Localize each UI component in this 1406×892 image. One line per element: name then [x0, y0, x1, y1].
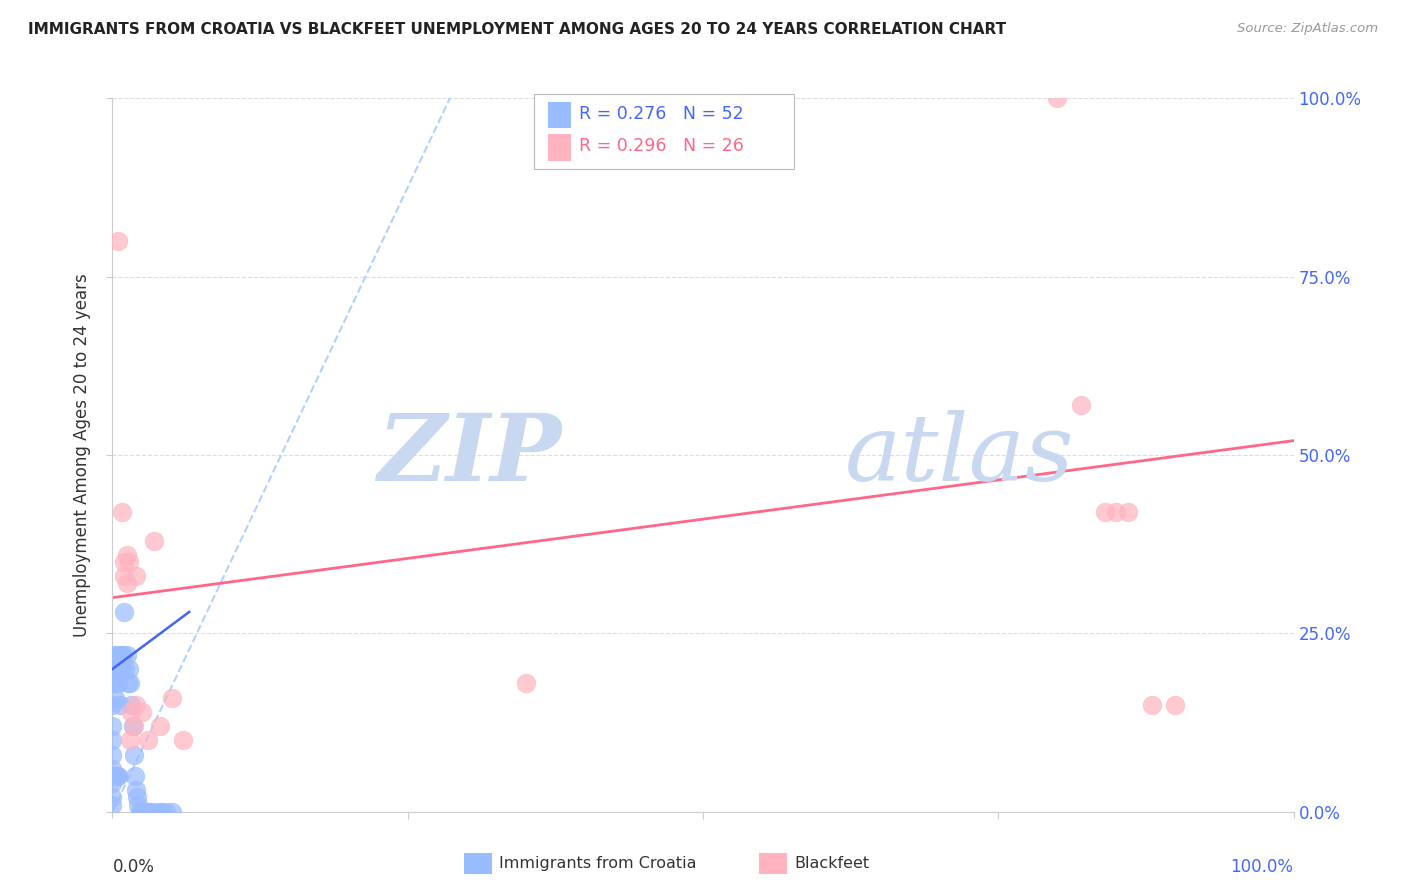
Point: [1105, 505, 1128, 519]
Point: [112, 555, 135, 569]
Point: [1164, 698, 1187, 712]
Point: [101, 776, 124, 790]
Point: [125, 783, 148, 797]
Text: ZIP: ZIP: [377, 410, 561, 500]
Point: [112, 605, 135, 619]
Point: [120, 733, 142, 747]
Point: [129, 805, 152, 819]
Point: [105, 662, 128, 676]
Point: [128, 805, 150, 819]
Point: [112, 648, 135, 662]
Point: [108, 662, 131, 676]
Point: [131, 805, 153, 819]
Point: [124, 769, 146, 783]
Point: [118, 555, 141, 569]
Point: [115, 648, 138, 662]
Point: [142, 533, 165, 548]
Point: [172, 733, 194, 747]
Point: [101, 698, 124, 712]
Point: [107, 676, 129, 690]
Point: [118, 662, 141, 676]
Point: [160, 805, 183, 819]
Point: [142, 805, 165, 819]
Point: [105, 769, 128, 783]
Point: [103, 676, 125, 690]
Point: [149, 719, 172, 733]
Point: [115, 548, 138, 562]
Point: [120, 698, 142, 712]
Point: [1070, 398, 1092, 412]
Point: [114, 662, 136, 676]
Point: [122, 719, 145, 733]
Point: [101, 676, 124, 690]
Point: [127, 797, 149, 812]
Point: [131, 705, 153, 719]
Text: Source: ZipAtlas.com: Source: ZipAtlas.com: [1237, 22, 1378, 36]
Text: 0.0%: 0.0%: [112, 858, 155, 876]
Text: atlas: atlas: [845, 410, 1074, 500]
Point: [117, 676, 139, 690]
Point: [125, 698, 148, 712]
Point: [150, 805, 173, 819]
Point: [136, 733, 159, 747]
Point: [1116, 505, 1139, 519]
Point: [139, 805, 162, 819]
Text: 100.0%: 100.0%: [1230, 858, 1294, 876]
Point: [125, 569, 148, 583]
Point: [136, 805, 159, 819]
Point: [1140, 698, 1163, 712]
Point: [103, 769, 125, 783]
Point: [107, 769, 129, 783]
Point: [111, 505, 134, 519]
Point: [108, 698, 131, 712]
Point: [101, 662, 124, 676]
Point: [1046, 91, 1069, 105]
Point: [515, 676, 537, 690]
Point: [122, 747, 145, 762]
Point: [149, 805, 172, 819]
Point: [105, 648, 128, 662]
Point: [115, 576, 138, 591]
Point: [110, 648, 132, 662]
Text: Blackfeet: Blackfeet: [794, 856, 869, 871]
Point: [134, 805, 156, 819]
Point: [101, 733, 124, 747]
Point: [107, 234, 129, 248]
Point: [120, 705, 142, 719]
Point: [127, 790, 149, 805]
Point: [101, 747, 124, 762]
Point: [104, 690, 127, 705]
Text: IMMIGRANTS FROM CROATIA VS BLACKFEET UNEMPLOYMENT AMONG AGES 20 TO 24 YEARS CORR: IMMIGRANTS FROM CROATIA VS BLACKFEET UNE…: [28, 22, 1007, 37]
Point: [135, 805, 157, 819]
Point: [120, 676, 142, 690]
Point: [121, 719, 143, 733]
Point: [155, 805, 177, 819]
Y-axis label: Unemployment Among Ages 20 to 24 years: Unemployment Among Ages 20 to 24 years: [73, 273, 91, 637]
Point: [101, 797, 124, 812]
Point: [104, 662, 127, 676]
Point: [104, 769, 127, 783]
Text: R = 0.276   N = 52: R = 0.276 N = 52: [579, 105, 744, 123]
Point: [103, 648, 125, 662]
Text: Immigrants from Croatia: Immigrants from Croatia: [499, 856, 696, 871]
Point: [112, 569, 135, 583]
Point: [101, 790, 124, 805]
Point: [111, 662, 134, 676]
Point: [101, 762, 124, 776]
Text: R = 0.296   N = 26: R = 0.296 N = 26: [579, 137, 744, 155]
Point: [160, 690, 183, 705]
Point: [101, 719, 124, 733]
Point: [1094, 505, 1116, 519]
Point: [105, 769, 128, 783]
